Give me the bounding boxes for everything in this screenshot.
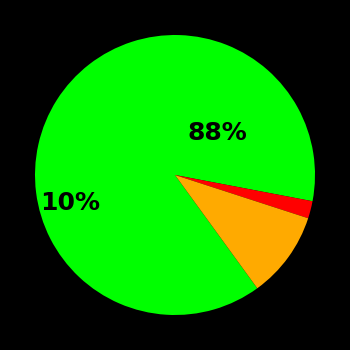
Text: 10%: 10% [40,191,100,215]
Wedge shape [175,175,313,218]
Wedge shape [35,35,315,315]
Wedge shape [175,175,308,288]
Text: 88%: 88% [187,121,247,145]
